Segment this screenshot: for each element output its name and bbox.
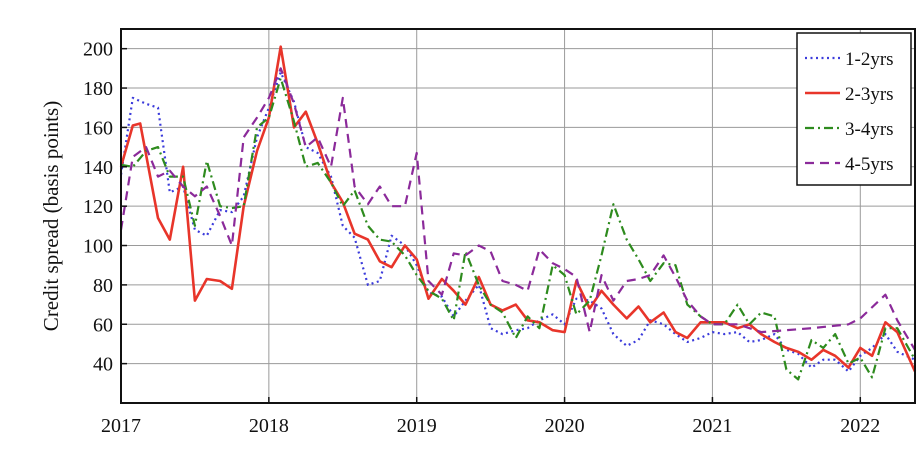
y-tick-label: 120	[83, 196, 113, 218]
y-tick-label: 60	[93, 314, 113, 336]
legend-label-4-5yrs: 4-5yrs	[845, 154, 894, 175]
x-tick-label: 2017	[101, 415, 141, 437]
plot-frame	[120, 28, 916, 404]
x-tick-label: 2020	[545, 415, 585, 437]
legend-label-2-3yrs: 2-3yrs	[845, 84, 894, 105]
x-tick-label: 2022	[840, 415, 880, 437]
x-tick-label: 2018	[249, 415, 289, 437]
axis-ticks: 40 60 80 100 120 140 160 180 200 2017 2018 2019 2020…	[83, 39, 880, 437]
y-tick-label: 160	[83, 117, 113, 139]
y-tick-label: 80	[93, 275, 113, 297]
legend-label-3-4yrs: 3-4yrs	[845, 119, 894, 140]
x-tick-label: 2021	[692, 415, 732, 437]
legend-label-1-2yrs: 1-2yrs	[845, 49, 894, 70]
x-tick-label: 2019	[397, 415, 437, 437]
y-axis-label: Credit spread (basis points)	[39, 101, 63, 331]
y-tick-label: 180	[83, 78, 113, 100]
grid-lines	[120, 29, 915, 403]
y-tick-label: 100	[83, 236, 113, 258]
legend: 1-2yrs 2-3yrs 3-4yrs 4-5yrs	[796, 32, 912, 186]
series-line-3-4yrs	[120, 77, 916, 381]
y-tick-label: 200	[83, 39, 113, 61]
series-lines	[119, 45, 917, 381]
y-tick-label: 140	[83, 157, 113, 179]
series-line-1-2yrs	[119, 71, 916, 373]
series-line-2-3yrs	[119, 45, 917, 373]
y-tick-label: 40	[93, 354, 113, 376]
series-line-4-5yrs	[119, 67, 916, 351]
